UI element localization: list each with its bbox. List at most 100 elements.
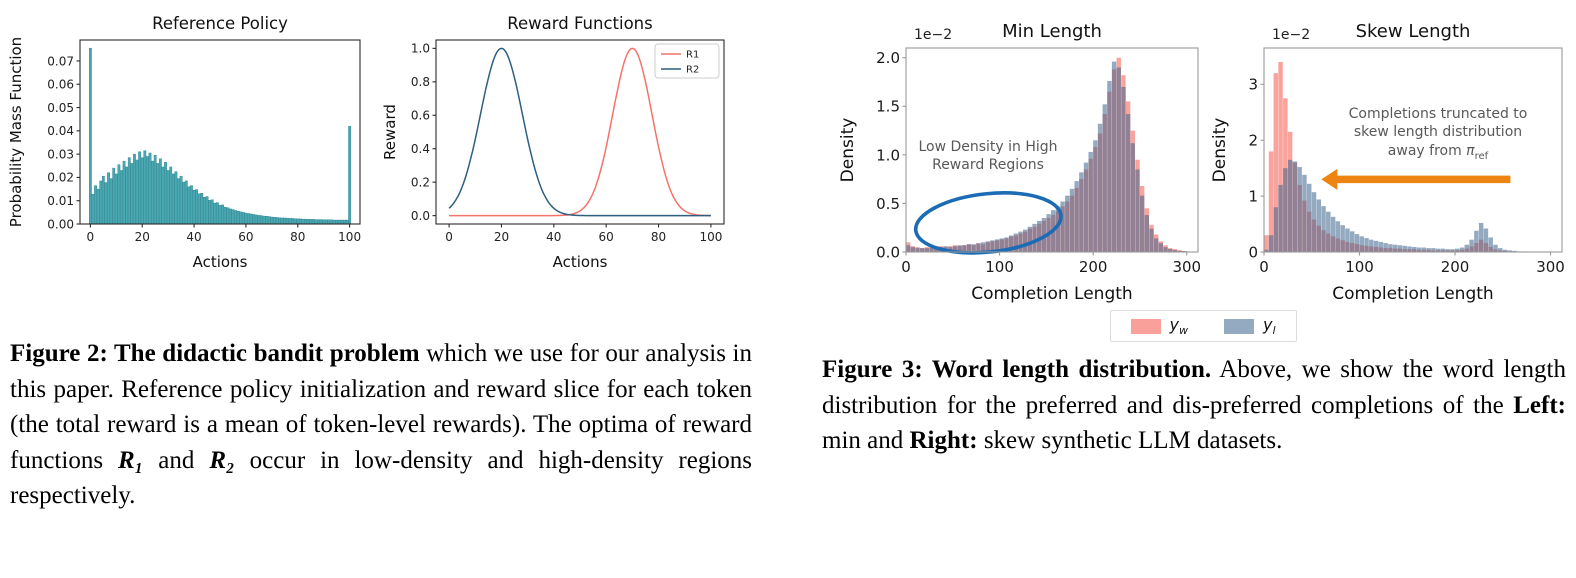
- min-length-chart: 0 100 200 300 0.0 0.5 1.0 1.5 2.0 Min Length Compl…: [838, 4, 1210, 308]
- svg-text:0.2: 0.2: [411, 176, 430, 190]
- figure2-label: Figure 2:: [10, 340, 114, 367]
- svg-text:20: 20: [135, 230, 150, 244]
- yw-swatch: [1130, 318, 1161, 334]
- figure3-bold-title: Word length distribution.: [931, 356, 1212, 383]
- svg-text:0.0: 0.0: [411, 209, 430, 223]
- reference-policy-chart: 0 20 40 60 80 100 0.00 0.01 0.02 0.03 0.04 0.05 0.06…: [6, 4, 368, 276]
- svg-text:0.00: 0.00: [47, 217, 74, 231]
- figure3-text: skew synthetic LLM datasets.: [977, 427, 1283, 454]
- figure2-text: occur in low-density and high-density re…: [10, 446, 753, 510]
- svg-text:Completion Length: Completion Length: [1332, 284, 1493, 304]
- svg-text:Min Length: Min Length: [1002, 21, 1102, 42]
- svg-text:Density: Density: [1212, 118, 1230, 183]
- svg-text:0.4: 0.4: [411, 142, 430, 156]
- svg-text:0: 0: [901, 258, 911, 276]
- annotation-line: Completions truncated to: [1348, 106, 1528, 122]
- reward-r1-symbol: R₁: [117, 446, 144, 474]
- svg-text:1e−2: 1e−2: [1272, 27, 1310, 43]
- figure3-label: Figure 3:: [822, 356, 932, 383]
- svg-text:1: 1: [1248, 188, 1258, 206]
- svg-text:40: 40: [186, 230, 201, 244]
- svg-text:0.5: 0.5: [876, 195, 900, 213]
- svg-text:0.03: 0.03: [47, 147, 74, 161]
- svg-text:100: 100: [985, 258, 1014, 276]
- svg-text:100: 100: [1345, 258, 1374, 276]
- figure3-caption: Figure 3: Word length distribution. Abov…: [822, 352, 1566, 459]
- annotation-line: Low Density in High: [918, 139, 1058, 155]
- svg-text:3: 3: [1248, 76, 1258, 94]
- svg-text:0: 0: [1248, 243, 1258, 261]
- svg-text:Density: Density: [838, 118, 858, 183]
- figure3-right-bold: Right:: [909, 427, 978, 454]
- svg-text:0.05: 0.05: [47, 101, 74, 115]
- svg-text:80: 80: [651, 230, 666, 244]
- svg-text:100: 100: [699, 230, 722, 244]
- svg-text:0: 0: [87, 230, 95, 244]
- min-length-annotation: Low Density in High Reward Regions: [903, 138, 1073, 175]
- figure3-text: Above, we show the word length distribut…: [822, 356, 1566, 419]
- svg-text:Actions: Actions: [193, 253, 248, 271]
- pi-symbol: π: [1466, 142, 1475, 159]
- skew-length-chart: 0 100 200 300 0 1 2 3 Skew Length Completion Leng…: [1212, 4, 1570, 308]
- annotation-line: Reward Regions: [932, 157, 1044, 174]
- reference-policy-plot: 0 20 40 60 80 100 0.00 0.01 0.02 0.03 0.04 0.05 0.06…: [7, 14, 361, 271]
- svg-text:Reward Functions: Reward Functions: [507, 14, 652, 33]
- figure3-text: min and: [822, 427, 910, 454]
- annotation-line: skew length distribution: [1353, 124, 1523, 141]
- figure2-charts-row: 0 20 40 60 80 100 0.00 0.01 0.02 0.03 0.04 0.05 0.06…: [6, 4, 732, 276]
- reward-functions-chart: 0 20 40 60 80 100 0.0 0.2 0.4 0.6 0.8 1.0 Reward Fun…: [382, 4, 732, 276]
- svg-text:100: 100: [338, 230, 361, 244]
- figure2-bold-title: The didactic bandit problem: [114, 340, 420, 367]
- svg-text:Reference Policy: Reference Policy: [152, 14, 288, 33]
- svg-text:1e−2: 1e−2: [914, 27, 952, 43]
- svg-text:0.8: 0.8: [411, 75, 430, 89]
- min-length-plot: 0 100 200 300 0.0 0.5 1.0 1.5 2.0 Min Length Compl…: [838, 21, 1201, 304]
- svg-text:2: 2: [1248, 132, 1258, 150]
- svg-text:1.0: 1.0: [876, 146, 900, 164]
- pi-subscript: ref: [1474, 150, 1489, 162]
- svg-text:0.07: 0.07: [47, 54, 74, 68]
- legend-item-yl: yl: [1223, 315, 1276, 338]
- svg-text:20: 20: [494, 230, 509, 244]
- svg-text:Probability Mass Function: Probability Mass Function: [7, 37, 25, 227]
- legend-box: yw yl: [1109, 310, 1297, 343]
- svg-text:0.6: 0.6: [411, 109, 430, 123]
- svg-text:40: 40: [546, 230, 561, 244]
- svg-text:R2: R2: [686, 65, 699, 76]
- svg-text:200: 200: [1441, 258, 1470, 276]
- svg-text:300: 300: [1536, 258, 1565, 276]
- yl-swatch: [1223, 318, 1254, 334]
- figure3-charts-row: 0 100 200 300 0.0 0.5 1.0 1.5 2.0 Min Length Compl…: [838, 4, 1570, 308]
- svg-text:300: 300: [1172, 258, 1201, 276]
- annotation-line: away from πref: [1387, 142, 1489, 162]
- figure3-left-bold: Left:: [1513, 391, 1566, 419]
- reward-functions-plot: 0 20 40 60 80 100 0.0 0.2 0.4 0.6 0.8 1.0 Reward Fun…: [382, 14, 725, 271]
- skew-length-annotation: Completions truncated to skew length dis…: [1333, 105, 1543, 163]
- yl-label: yl: [1262, 315, 1276, 338]
- figure2-text: and: [143, 446, 210, 474]
- skew-length-plot: 0 100 200 300 0 1 2 3 Skew Length Completion Leng…: [1212, 21, 1565, 304]
- svg-text:Skew Length: Skew Length: [1356, 21, 1471, 42]
- svg-text:0.04: 0.04: [47, 124, 74, 138]
- svg-text:0.06: 0.06: [47, 78, 74, 92]
- svg-text:Reward: Reward: [382, 104, 399, 160]
- svg-text:Actions: Actions: [553, 253, 608, 271]
- figure2-caption: Figure 2: The didactic bandit problem wh…: [10, 336, 752, 514]
- svg-text:0.0: 0.0: [876, 243, 900, 261]
- svg-text:1.5: 1.5: [876, 98, 900, 116]
- svg-text:0.01: 0.01: [47, 194, 74, 208]
- legend-item-yw: yw: [1130, 315, 1188, 337]
- reward-r2-symbol: R₂: [209, 446, 235, 474]
- svg-text:60: 60: [599, 230, 614, 244]
- svg-text:Completion Length: Completion Length: [971, 284, 1132, 304]
- figure3-legend: yw yl: [838, 310, 1568, 343]
- svg-text:60: 60: [238, 230, 253, 244]
- svg-text:0: 0: [1259, 258, 1269, 276]
- svg-text:80: 80: [290, 230, 305, 244]
- svg-text:0.02: 0.02: [47, 171, 74, 185]
- figure2-text: which we use for our analysis in this pa…: [10, 340, 752, 474]
- svg-text:R1: R1: [686, 50, 699, 61]
- svg-text:1.0: 1.0: [411, 42, 430, 56]
- svg-text:2.0: 2.0: [876, 49, 900, 67]
- svg-text:0: 0: [445, 230, 453, 244]
